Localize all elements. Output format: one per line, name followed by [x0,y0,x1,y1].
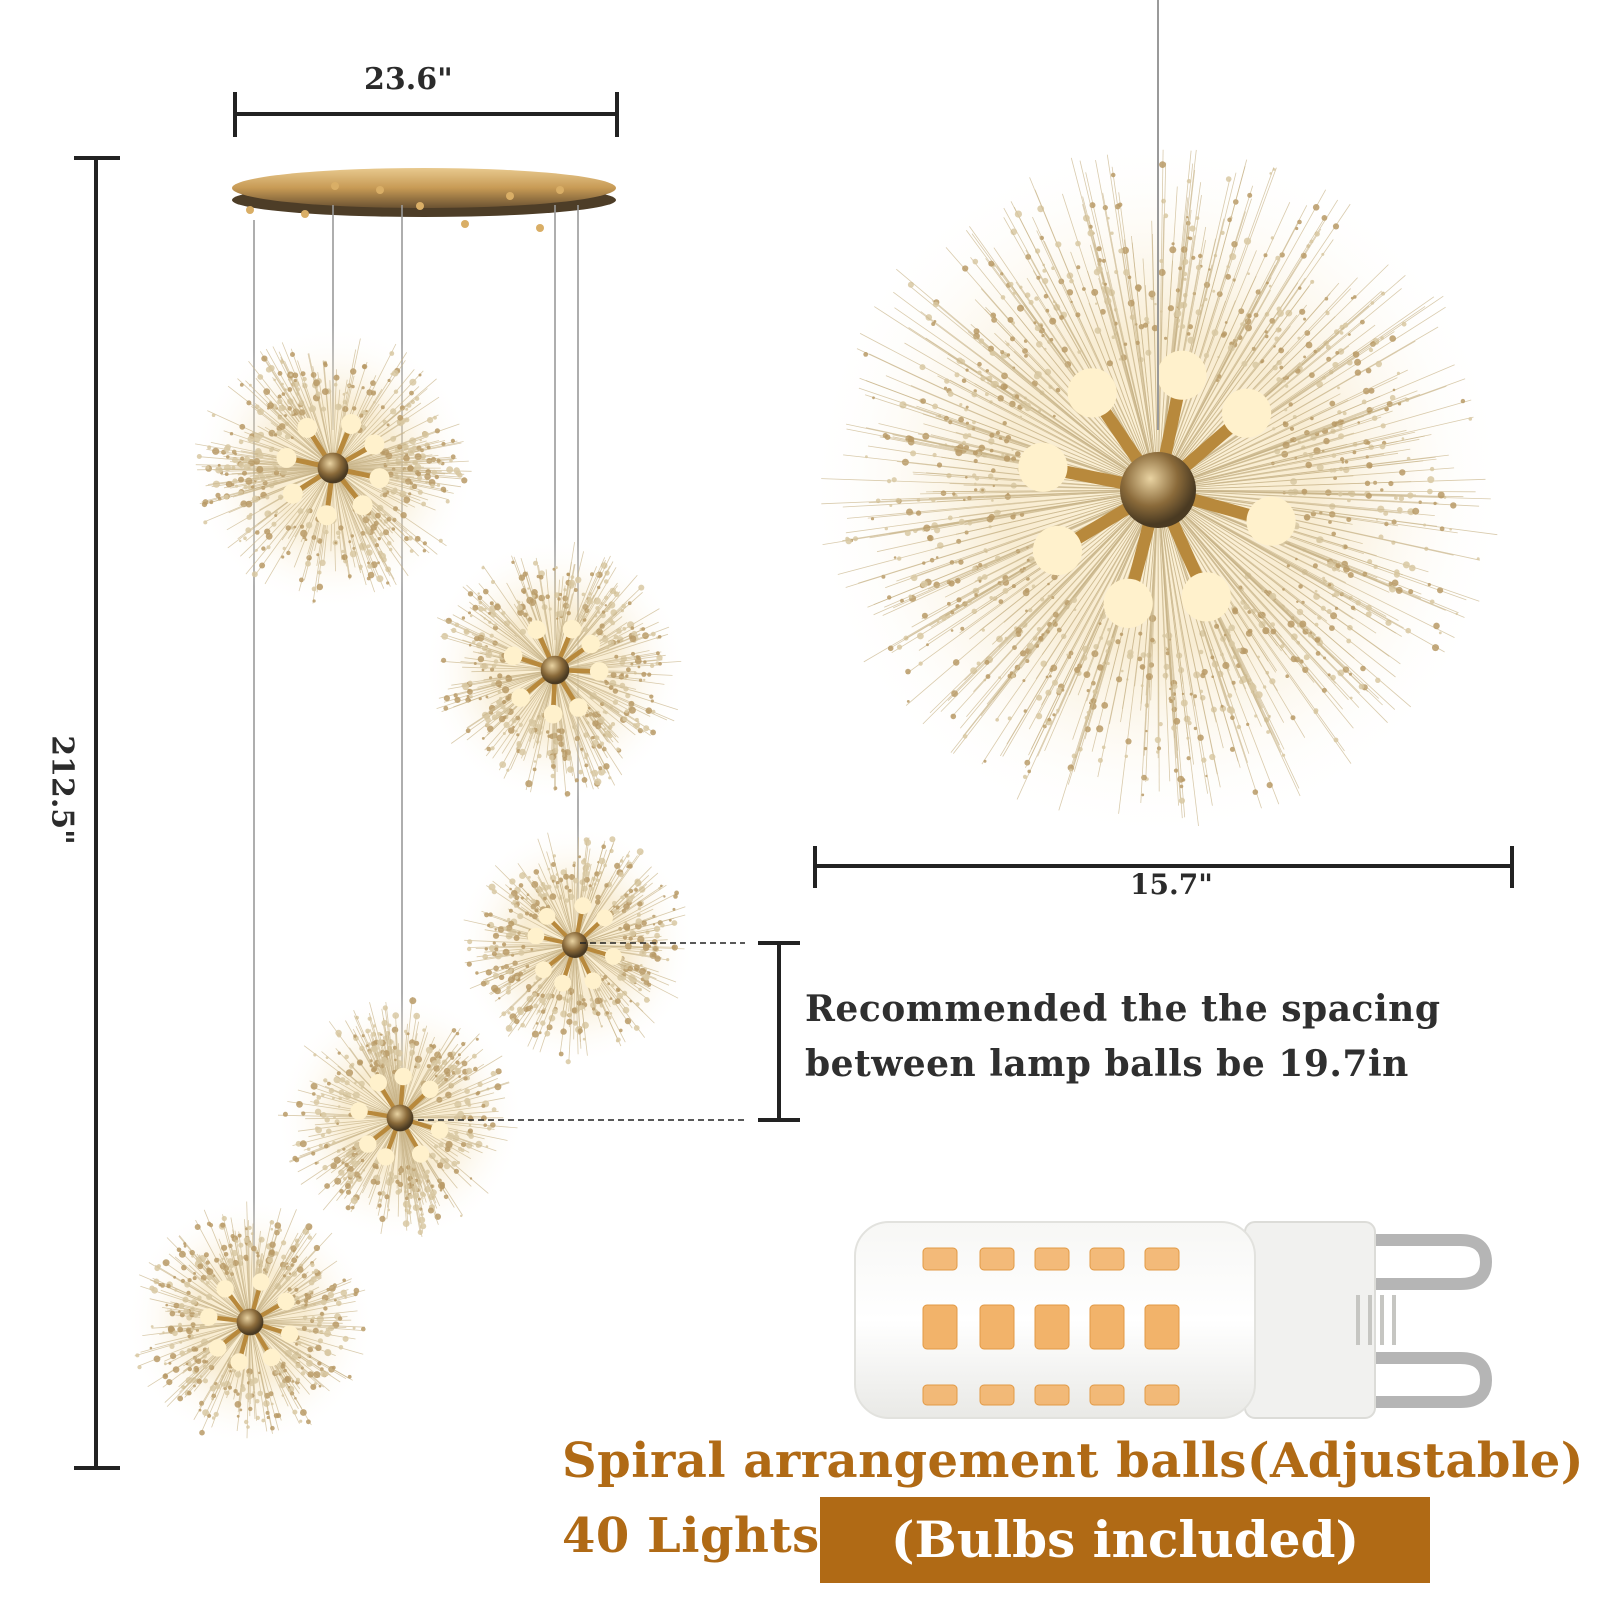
led-chip [922,1384,958,1406]
led-chip [1144,1304,1180,1350]
led-chip [1144,1247,1180,1271]
chandelier-ball-2 [422,537,688,803]
chandelier-ball-3 [454,824,696,1066]
g9-led-bulb-icon [854,1221,1493,1419]
chandelier-balls [125,138,1510,1447]
led-chip [1089,1247,1125,1271]
led-chip [1034,1247,1070,1271]
single-ball-width-label: 15.7" [1130,868,1213,901]
bulbs-included-badge: (Bulbs included) [820,1497,1430,1583]
spacing-note-line2: between lamp balls be 19.7in [805,1043,1409,1085]
overall-height-dimension-line [74,156,120,1470]
chandelier-ball-large [806,138,1510,842]
cluster-width-label: 23.6" [364,62,453,97]
spacing-recommendation: Recommended the the spacing between lamp… [805,982,1440,1092]
led-chip [979,1304,1015,1350]
bulbs-included-label: (Bulbs included) [890,1510,1360,1569]
cluster-width-dimension-line [233,92,619,137]
led-chip [922,1247,958,1271]
led-chip [1034,1304,1070,1350]
ceiling-canopy-icon [232,168,616,232]
led-chip [1089,1304,1125,1350]
spacing-note-line1: Recommended the the spacing [805,988,1441,1030]
feature-light-count: 40 Lights [562,1508,820,1564]
led-chip [979,1384,1015,1406]
chandelier-ball-4 [275,993,525,1243]
led-chips [922,1247,1180,1406]
led-chip [1089,1384,1125,1406]
led-chip [1034,1384,1070,1406]
chandelier-ball-5 [125,1197,375,1447]
led-chip [979,1247,1015,1271]
spacing-bracket [418,941,800,1122]
overall-height-label: 212.5" [44,735,80,845]
feature-spiral-arrangement: Spiral arrangement balls(Adjustable) [562,1433,1584,1489]
led-chip [922,1304,958,1350]
single-width-dimension-line [813,846,1514,888]
led-chip [1144,1384,1180,1406]
chandelier-ball-1 [190,325,476,611]
